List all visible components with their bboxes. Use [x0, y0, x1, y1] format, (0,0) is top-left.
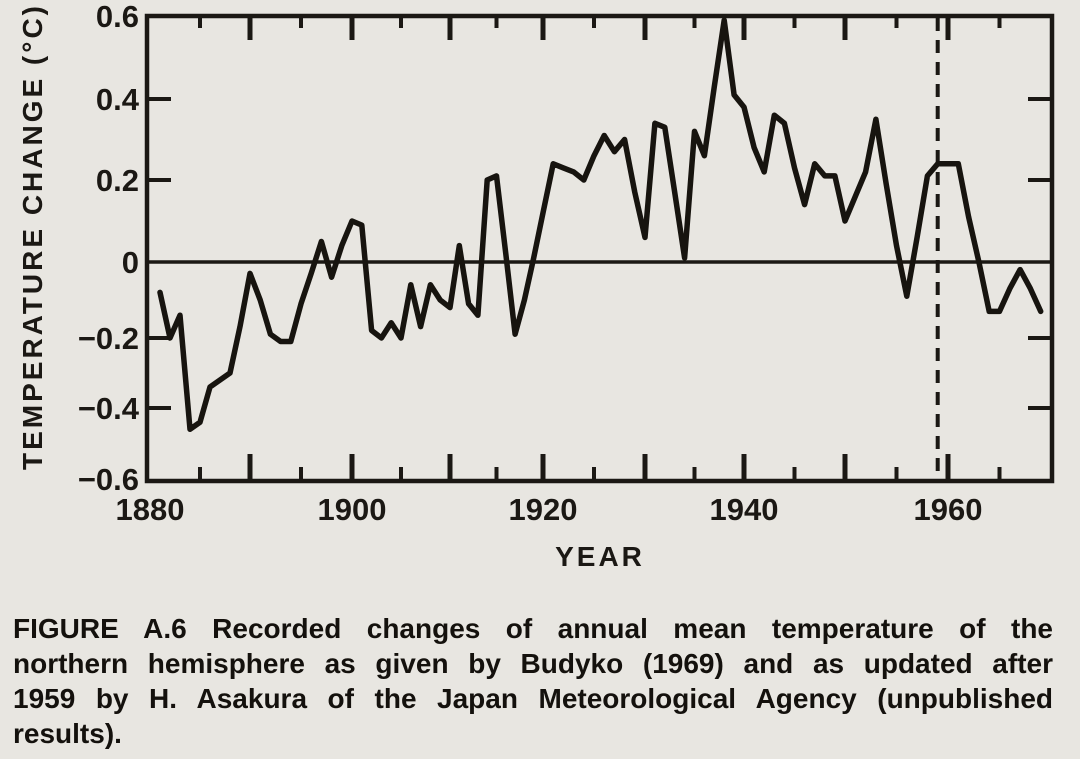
caption-line: results).	[13, 718, 122, 749]
x-axis-ticks-top	[198, 16, 1002, 40]
y-tick-label: 0.2	[96, 163, 139, 198]
x-tick-label: 1920	[509, 492, 578, 527]
y-axis-ticks-right	[1028, 97, 1052, 410]
y-tick-label: −0.2	[78, 321, 139, 356]
y-axis-ticks-left	[147, 97, 171, 410]
temperature-record-line	[157, 17, 1044, 433]
x-axis-title: YEAR	[555, 541, 645, 572]
y-tick-label: −0.4	[78, 391, 140, 426]
y-tick-label: −0.6	[78, 462, 139, 497]
y-tick-label: 0	[122, 245, 139, 280]
caption-line: FIGURE A.6 Recorded changes of annual me…	[13, 613, 1053, 644]
x-axis-tick-labels: 1880 1900 1920 1940 1960	[116, 492, 983, 527]
y-tick-label: 0.4	[96, 82, 140, 117]
x-tick-label: 1960	[914, 492, 983, 527]
temperature-chart: 0.60.40.20−0.2−0.4−0.6 1880 1900 1920 1940 1…	[17, 0, 1055, 572]
x-tick-label: 1880	[116, 492, 185, 527]
y-tick-label: 0.6	[96, 0, 139, 34]
plot-frame	[144, 13, 1055, 484]
caption-line: 1959 by H. Asakura of the Japan Meteorol…	[13, 683, 1053, 714]
x-tick-label: 1900	[318, 492, 387, 527]
x-axis-ticks-bottom	[198, 454, 1002, 481]
y-axis-tick-labels: 0.6 0.4 0.2 0 −0.2 −0.4 −0.6	[78, 0, 140, 497]
figure-caption: FIGURE A.6 Recorded changes of annual me…	[13, 611, 1053, 751]
caption-line: northern hemisphere as given by Budyko (…	[13, 648, 1053, 679]
y-axis-title: TEMPERATURE CHANGE (°C)	[17, 3, 48, 470]
x-tick-label: 1940	[710, 492, 779, 527]
